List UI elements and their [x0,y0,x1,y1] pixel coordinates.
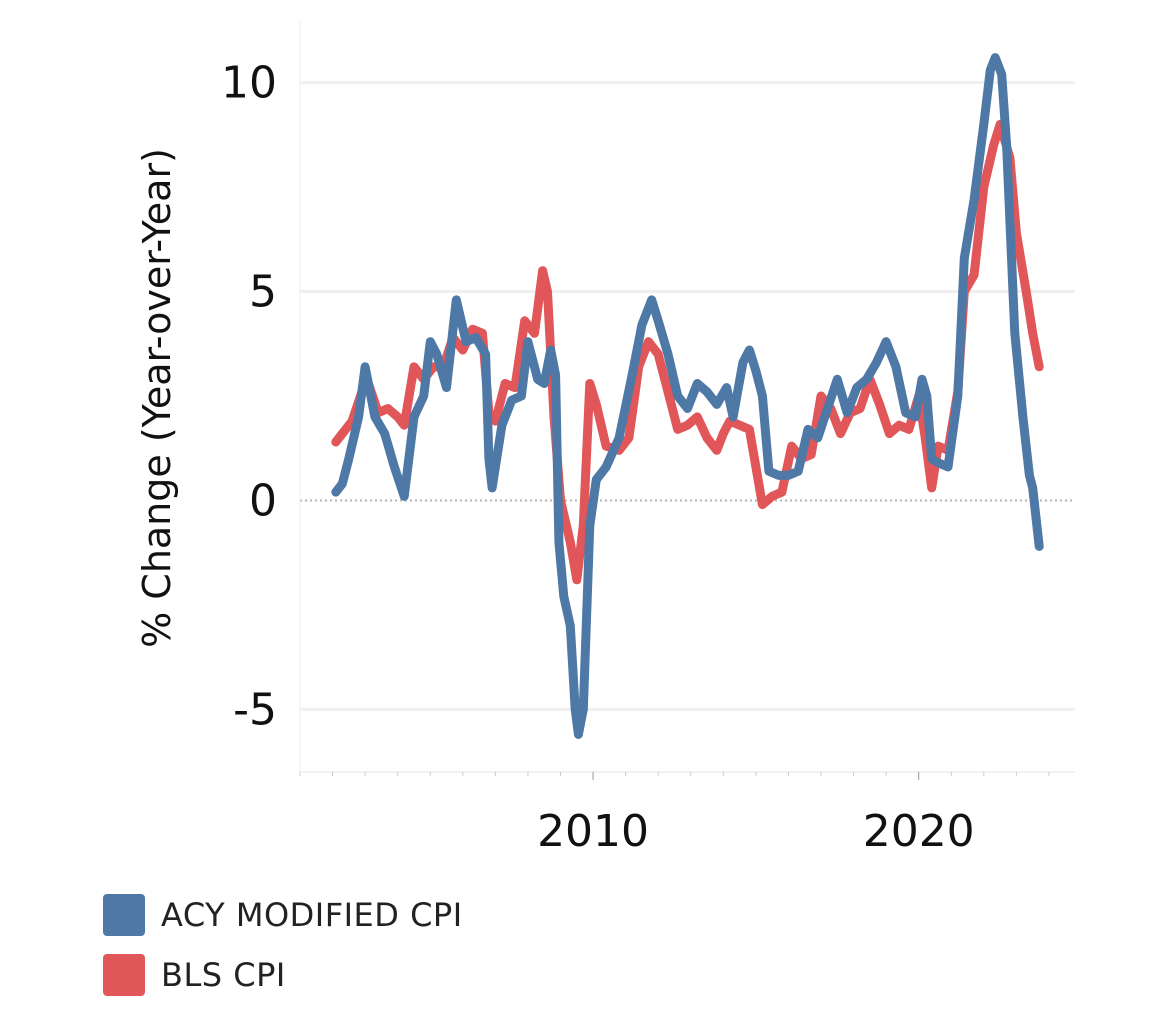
y-axis-title: % Change (Year-over-Year) [135,148,179,648]
legend: ACY MODIFIED CPI BLS CPI [103,893,463,1013]
y-tick-label: 5 [249,267,277,318]
series-line-bls-cpi [331,119,1044,585]
line-chart: -5 0 5 10 2010 2020 % Change (Year-over-Year) [135,20,1075,857]
legend-label-acy: ACY MODIFIED CPI [161,896,463,934]
series-line-acy-modified-cpi [331,53,1044,739]
y-tick-label: -5 [233,684,277,735]
axis-labels: -5 0 5 10 2010 2020 % Change (Year-over-Year) [135,58,975,857]
series-lines [331,53,1044,739]
legend-label-bls: BLS CPI [161,956,286,994]
gridlines [300,81,1075,711]
legend-item-acy-modified-cpi: ACY MODIFIED CPI [103,893,463,937]
x-tick-label: 2020 [863,806,975,857]
legend-swatch-acy [103,894,145,936]
axes [299,20,1075,780]
legend-item-bls-cpi: BLS CPI [103,953,463,997]
x-tick-label: 2010 [537,806,649,857]
y-tick-label: 10 [221,58,277,109]
legend-swatch-bls [103,954,145,996]
y-tick-label: 0 [249,475,277,526]
